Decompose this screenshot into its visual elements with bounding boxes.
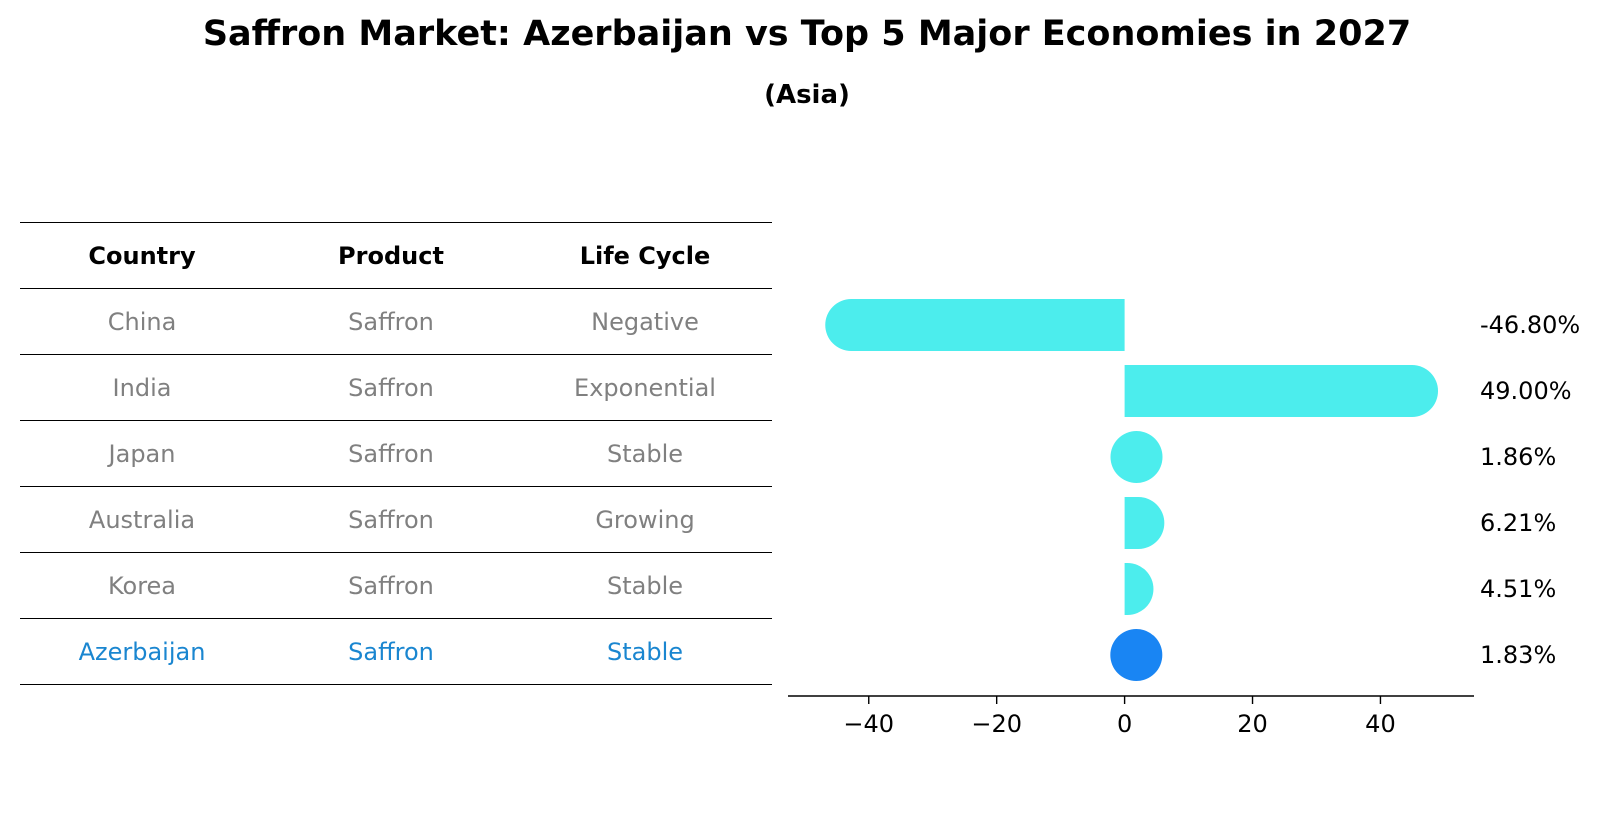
cell-product: Saffron [348,571,434,600]
cell-life-cycle: Growing [595,505,695,534]
header-country: Country [88,241,196,270]
bar-japan [1110,431,1163,483]
value-label-korea: 4.51% [1480,575,1556,603]
chart-title: Saffron Market: Azerbaijan vs Top 5 Majo… [202,14,1412,54]
bar-china [825,299,1125,351]
cell-product: Saffron [348,505,434,534]
cell-life-cycle: Stable [606,571,684,600]
cell-product: Saffron [348,439,434,468]
value-label-australia: 6.21% [1480,509,1556,537]
table-header-row: Country Product Life Cycle [20,223,772,289]
header-product: Product [338,241,444,270]
bar-chart: -46.80% 49.00% 1.86% 6.21% 4.51% 1.83% −40 −20 0… [788,299,1580,738]
cell-product: Saffron [348,637,434,666]
cell-country: Azerbaijan [78,637,206,666]
cell-life-cycle: Stable [606,637,684,666]
table-row: Korea Saffron Stable [20,553,772,619]
bar-india [1124,365,1439,417]
cell-country: India [112,373,172,402]
value-label-china: -46.80% [1480,311,1580,339]
table-row: Japan Saffron Stable [20,421,772,487]
cell-life-cycle: Exponential [574,373,716,402]
table-row: Australia Saffron Growing [20,487,772,553]
bar-australia [1124,497,1165,549]
cell-country: Australia [88,505,196,534]
value-label-japan: 1.86% [1480,443,1556,471]
cell-product: Saffron [348,373,434,402]
cell-life-cycle: Negative [591,307,699,336]
cell-country: Korea [107,571,177,600]
bar-azerbaijan [1110,629,1163,681]
x-tick-label: 40 [1365,710,1396,738]
table-row: China Saffron Negative [20,289,772,355]
x-tick-label: 0 [1117,710,1132,738]
cell-country: Japan [108,439,176,468]
bar-korea [1124,563,1154,615]
table-row-highlight: Azerbaijan Saffron Stable [20,619,772,685]
x-tick-label: −20 [971,710,1022,738]
table-row: India Saffron Exponential [20,355,772,421]
value-label-india: 49.00% [1480,377,1572,405]
cell-country: China [107,307,177,336]
x-tick-label: 20 [1237,710,1268,738]
cell-product: Saffron [348,307,434,336]
value-label-azerbaijan: 1.83% [1480,641,1556,669]
cell-life-cycle: Stable [606,439,684,468]
x-tick-label: −40 [843,710,894,738]
header-life-cycle: Life Cycle [579,241,711,270]
country-table: Country Product Life Cycle China Saffron… [20,222,772,685]
chart-subtitle: (Asia) [764,80,850,110]
